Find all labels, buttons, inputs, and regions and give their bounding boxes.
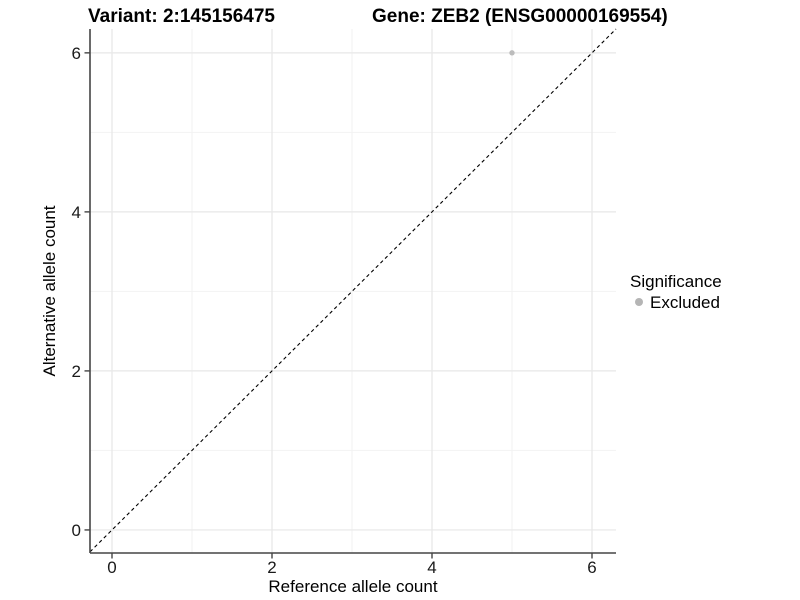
tick-layer: 0 2 4 6 0 2 4 6 (72, 44, 597, 577)
identity-reference-line (89, 28, 617, 553)
legend-title: Significance (630, 272, 722, 291)
plot-title-gene: Gene: ZEB2 (ENSG00000169554) (372, 6, 668, 27)
y-tick-label: 4 (72, 203, 81, 222)
legend-item-excluded-label: Excluded (650, 293, 720, 312)
data-point (509, 50, 515, 56)
y-axis-label: Alternative allele count (40, 205, 59, 376)
point-layer (509, 50, 515, 56)
plot-title-variant: Variant: 2:145156475 (88, 6, 275, 27)
axis-layer (89, 29, 616, 554)
reference-line-layer (89, 28, 617, 553)
legend: Significance Excluded (630, 272, 722, 312)
y-tick-label: 0 (72, 521, 81, 540)
grid-minor-layer (90, 29, 616, 553)
grid-major-layer (90, 29, 616, 553)
y-tick-label: 6 (72, 44, 81, 63)
x-tick-label: 4 (427, 558, 436, 577)
x-tick-label: 6 (587, 558, 596, 577)
legend-marker-excluded-icon (635, 298, 643, 306)
x-axis-label: Reference allele count (268, 577, 437, 596)
x-tick-label: 0 (107, 558, 116, 577)
x-tick-label: 2 (267, 558, 276, 577)
y-tick-label: 2 (72, 362, 81, 381)
